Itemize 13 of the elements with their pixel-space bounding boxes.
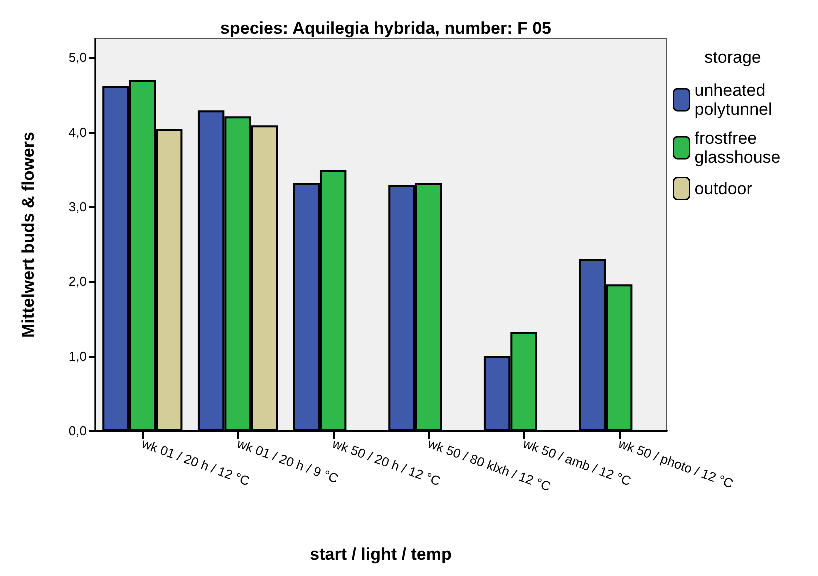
y-axis-title: Mittelwert buds & flowers <box>19 132 38 338</box>
legend-label: outdoor <box>694 179 753 198</box>
legend-label: unheated polytunnel <box>694 81 772 119</box>
y-tick-label: 3,0 <box>68 200 87 214</box>
chart-title: species: Aquilegia hybrida, number: F 05 <box>220 19 552 38</box>
y-tick-label: 4,0 <box>68 124 87 140</box>
y-tick-label: 1,0 <box>68 348 87 364</box>
y-tick-label: 0,0 <box>68 424 87 438</box>
y-tick-label: 2,0 <box>68 274 87 290</box>
y-tick-label: 5,0 <box>68 50 87 66</box>
legend-label: frostfree glasshouse <box>694 129 781 167</box>
x-axis-title: start / light / temp <box>310 545 452 564</box>
legend-title: storage <box>704 48 762 67</box>
